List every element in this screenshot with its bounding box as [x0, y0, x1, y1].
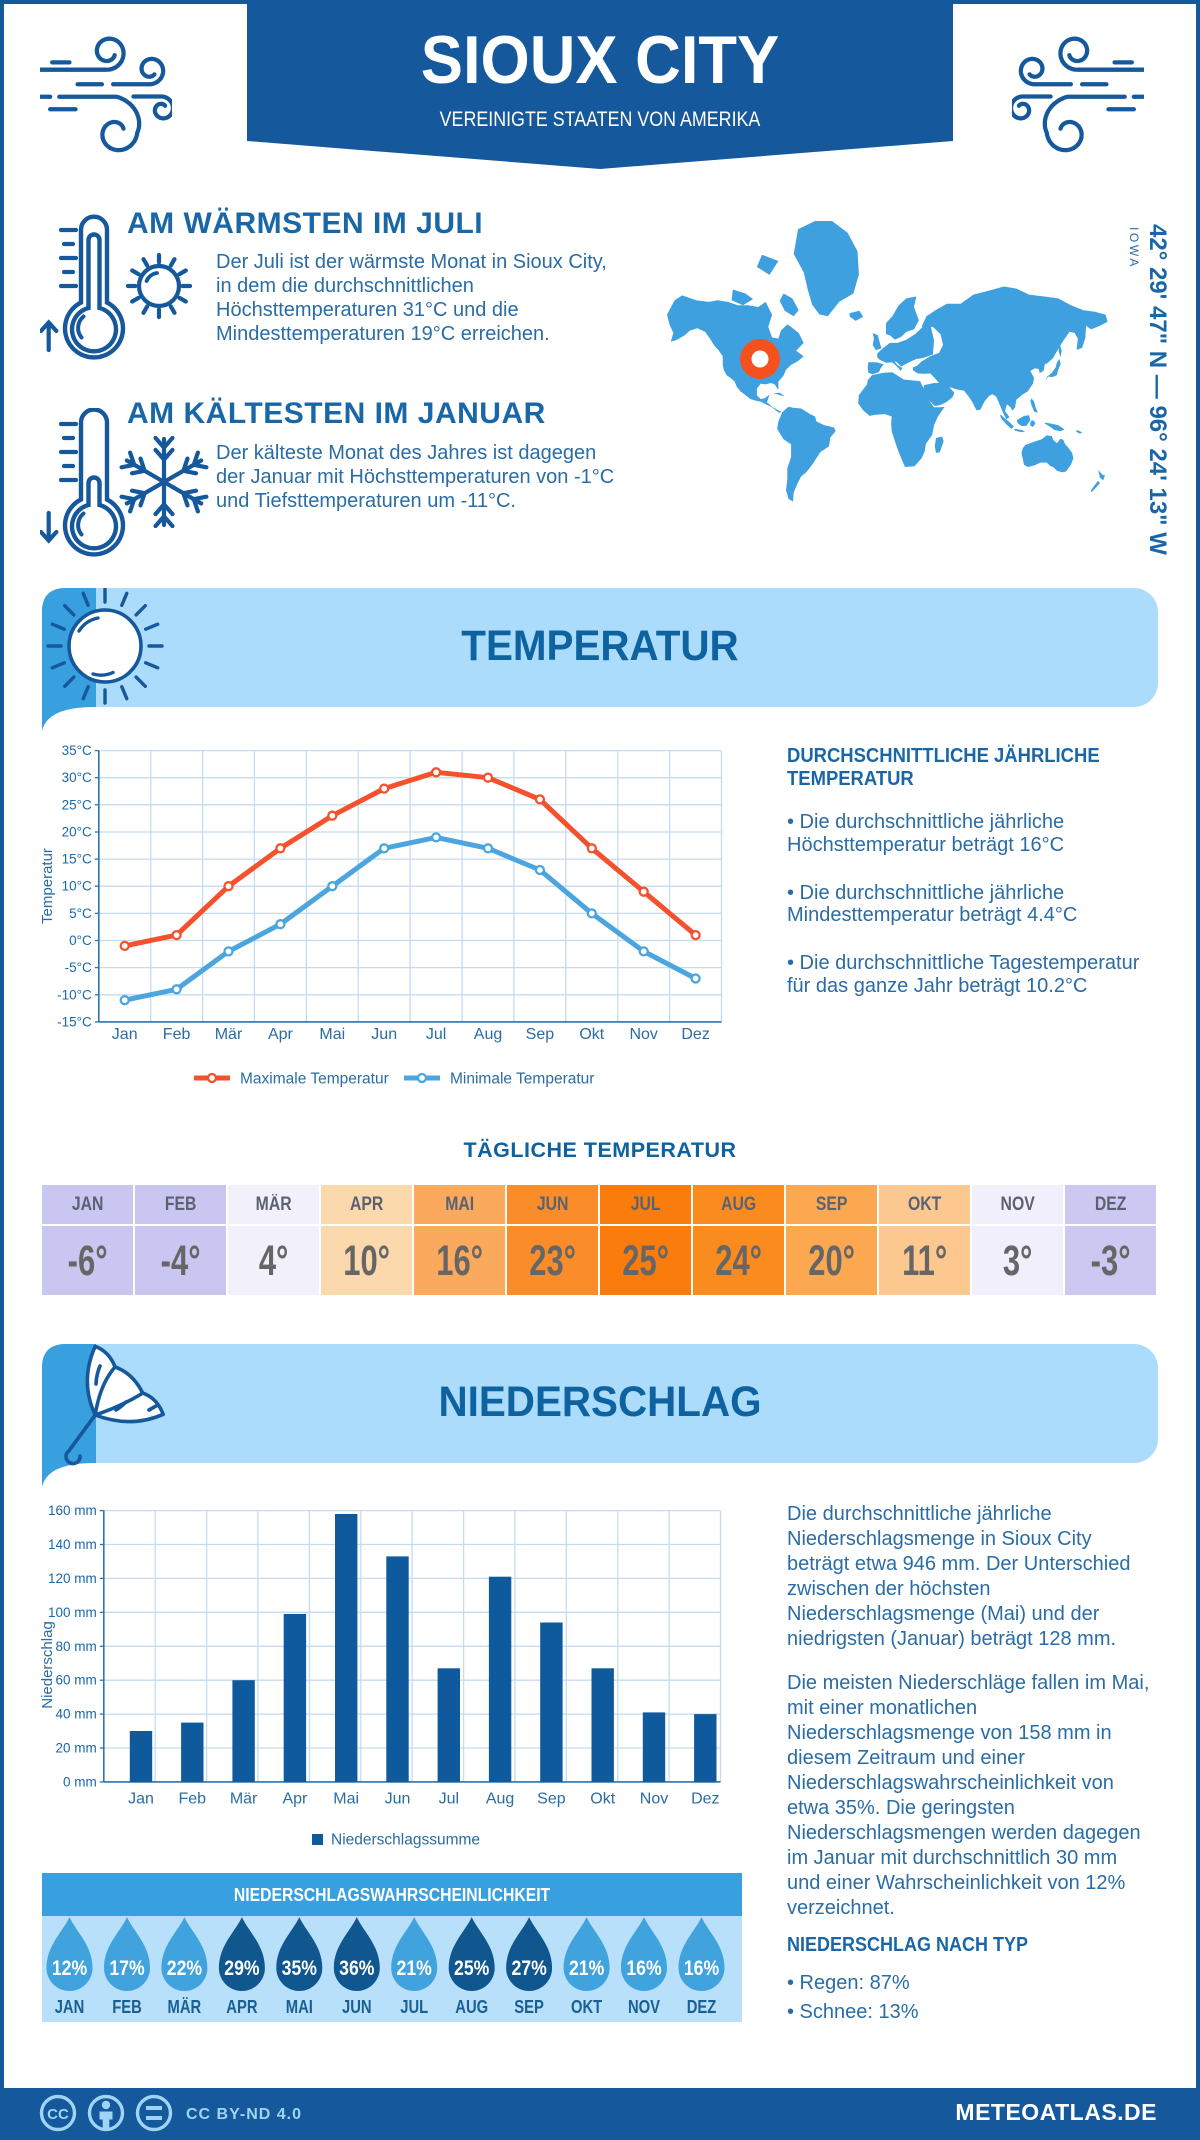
svg-text:25%: 25%: [454, 1957, 489, 1981]
svg-text:120 mm: 120 mm: [48, 1571, 97, 1586]
svg-text:JAN: JAN: [55, 1996, 85, 2017]
svg-text:80 mm: 80 mm: [56, 1639, 97, 1654]
svg-text:OKT: OKT: [571, 1996, 603, 2017]
svg-text:Sep: Sep: [537, 1790, 566, 1807]
svg-text:29%: 29%: [224, 1957, 259, 1981]
svg-text:21%: 21%: [397, 1957, 432, 1981]
svg-text:40 mm: 40 mm: [56, 1707, 97, 1722]
svg-text:25°C: 25°C: [62, 797, 92, 812]
svg-text:16%: 16%: [684, 1957, 719, 1981]
svg-text:22%: 22%: [167, 1957, 202, 1981]
svg-text:12%: 12%: [52, 1957, 87, 1981]
svg-text:160 mm: 160 mm: [48, 1503, 97, 1518]
svg-text:CC: CC: [47, 2106, 69, 2123]
svg-text:Niederschlagssumme: Niederschlagssumme: [331, 1832, 480, 1849]
svg-text:-10°C: -10°C: [57, 987, 92, 1002]
svg-text:MAI: MAI: [286, 1996, 313, 2017]
svg-text:SEP: SEP: [514, 1996, 544, 2017]
svg-text:140 mm: 140 mm: [48, 1537, 97, 1552]
svg-text:APR: APR: [226, 1996, 257, 2017]
svg-text:15°C: 15°C: [62, 852, 92, 867]
svg-text:21%: 21%: [569, 1957, 604, 1981]
svg-text:27%: 27%: [511, 1957, 546, 1981]
svg-text:Maximale Temperatur: Maximale Temperatur: [240, 1071, 389, 1088]
svg-text:100 mm: 100 mm: [48, 1605, 97, 1620]
svg-text:Aug: Aug: [474, 1026, 502, 1043]
svg-text:36%: 36%: [339, 1957, 374, 1981]
svg-text:20 mm: 20 mm: [56, 1741, 97, 1756]
svg-text:DEZ: DEZ: [687, 1996, 717, 2017]
svg-text:CC BY-ND 4.0: CC BY-ND 4.0: [186, 2106, 302, 2123]
svg-text:5°C: 5°C: [69, 906, 92, 921]
svg-text:Mär: Mär: [230, 1790, 258, 1807]
svg-text:Sep: Sep: [526, 1026, 555, 1043]
svg-text:NOV: NOV: [628, 1996, 661, 2017]
svg-text:Feb: Feb: [179, 1790, 207, 1807]
svg-text:Jan: Jan: [112, 1026, 138, 1043]
svg-text:Jan: Jan: [128, 1790, 154, 1807]
svg-text:Mai: Mai: [319, 1026, 345, 1043]
svg-text:Jun: Jun: [385, 1790, 411, 1807]
svg-text:Okt: Okt: [579, 1026, 604, 1043]
svg-text:0 mm: 0 mm: [63, 1774, 97, 1789]
svg-text:Niederschlag: Niederschlag: [40, 1621, 56, 1709]
svg-text:FEB: FEB: [112, 1996, 142, 2017]
svg-text:JUN: JUN: [342, 1996, 372, 2017]
svg-text:AUG: AUG: [455, 1996, 488, 2017]
svg-text:17%: 17%: [109, 1957, 144, 1981]
svg-text:Jul: Jul: [439, 1790, 459, 1807]
svg-text:Temperatur: Temperatur: [40, 848, 56, 924]
svg-text:0°C: 0°C: [69, 933, 92, 948]
svg-text:30°C: 30°C: [62, 770, 92, 785]
svg-text:-5°C: -5°C: [65, 960, 92, 975]
svg-text:Minimale Temperatur: Minimale Temperatur: [450, 1071, 594, 1088]
svg-text:10°C: 10°C: [62, 879, 92, 894]
svg-text:Mai: Mai: [333, 1790, 359, 1807]
svg-text:60 mm: 60 mm: [56, 1673, 97, 1688]
svg-text:20°C: 20°C: [62, 825, 92, 840]
svg-text:Mär: Mär: [215, 1026, 243, 1043]
svg-text:Apr: Apr: [268, 1026, 294, 1043]
svg-text:Feb: Feb: [163, 1026, 191, 1043]
svg-text:Apr: Apr: [282, 1790, 308, 1807]
svg-text:Nov: Nov: [629, 1026, 657, 1043]
svg-text:Aug: Aug: [486, 1790, 514, 1807]
svg-text:Okt: Okt: [590, 1790, 615, 1807]
svg-text:MÄR: MÄR: [168, 1996, 202, 2017]
svg-text:Jun: Jun: [371, 1026, 397, 1043]
svg-text:35°C: 35°C: [62, 743, 92, 758]
svg-text:16%: 16%: [626, 1957, 661, 1981]
svg-text:Nov: Nov: [640, 1790, 668, 1807]
svg-text:Jul: Jul: [426, 1026, 446, 1043]
svg-text:Dez: Dez: [691, 1790, 719, 1807]
svg-text:-15°C: -15°C: [57, 1014, 92, 1029]
svg-text:JUL: JUL: [400, 1996, 428, 2017]
svg-text:Dez: Dez: [681, 1026, 709, 1043]
svg-text:35%: 35%: [282, 1957, 317, 1981]
